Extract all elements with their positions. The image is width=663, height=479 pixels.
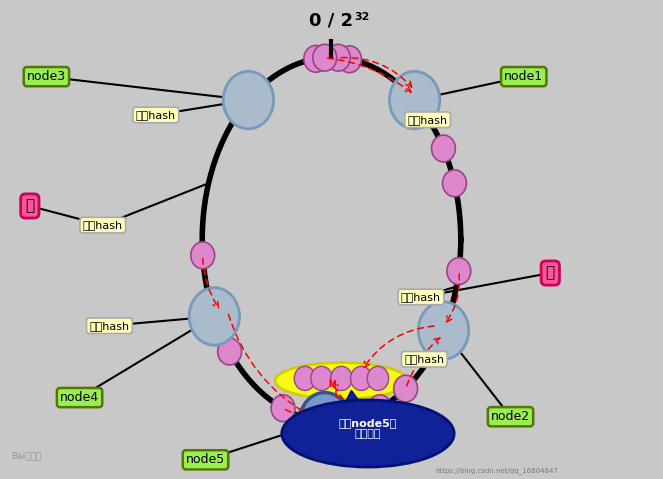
Text: 计算hash: 计算hash — [401, 292, 441, 302]
Ellipse shape — [275, 363, 408, 399]
Text: node3: node3 — [27, 70, 66, 83]
Ellipse shape — [351, 366, 372, 390]
Ellipse shape — [294, 366, 316, 390]
Ellipse shape — [389, 71, 440, 129]
Ellipse shape — [337, 46, 361, 73]
Ellipse shape — [349, 403, 373, 430]
Ellipse shape — [329, 408, 353, 434]
Text: 键: 键 — [25, 198, 34, 214]
Text: node4: node4 — [60, 391, 99, 404]
Ellipse shape — [394, 375, 418, 402]
Text: 添加node5的
影响范围: 添加node5的 影响范围 — [339, 418, 397, 440]
Ellipse shape — [311, 366, 332, 390]
Ellipse shape — [282, 400, 454, 467]
Ellipse shape — [304, 46, 328, 72]
Ellipse shape — [313, 45, 337, 71]
Ellipse shape — [271, 395, 295, 422]
Text: 计算hash: 计算hash — [404, 354, 444, 364]
Text: 0 / 2: 0 / 2 — [310, 12, 353, 30]
Text: https://blog.csdn.net/qq_16804847: https://blog.csdn.net/qq_16804847 — [436, 468, 559, 474]
Text: node1: node1 — [504, 70, 544, 83]
Ellipse shape — [447, 258, 471, 285]
Ellipse shape — [432, 135, 455, 162]
Ellipse shape — [191, 242, 215, 269]
Text: Bai度百科: Bai度百科 — [11, 451, 42, 460]
Text: 计算hash: 计算hash — [136, 110, 176, 120]
Ellipse shape — [300, 392, 350, 450]
Ellipse shape — [418, 302, 469, 359]
Text: 32: 32 — [355, 12, 370, 22]
Text: 计算hash: 计算hash — [408, 115, 448, 125]
Ellipse shape — [368, 395, 392, 422]
Ellipse shape — [442, 170, 466, 197]
Text: node2: node2 — [491, 410, 530, 423]
Ellipse shape — [326, 45, 350, 71]
Ellipse shape — [223, 71, 274, 129]
Text: 计算hash: 计算hash — [90, 321, 129, 331]
Text: 计算hash: 计算hash — [83, 220, 123, 230]
Polygon shape — [341, 390, 368, 413]
Ellipse shape — [217, 338, 241, 365]
Ellipse shape — [297, 405, 321, 432]
Ellipse shape — [189, 288, 239, 345]
Text: 键: 键 — [546, 265, 555, 281]
Text: node5: node5 — [186, 453, 225, 467]
Ellipse shape — [367, 366, 389, 390]
Ellipse shape — [331, 366, 352, 390]
